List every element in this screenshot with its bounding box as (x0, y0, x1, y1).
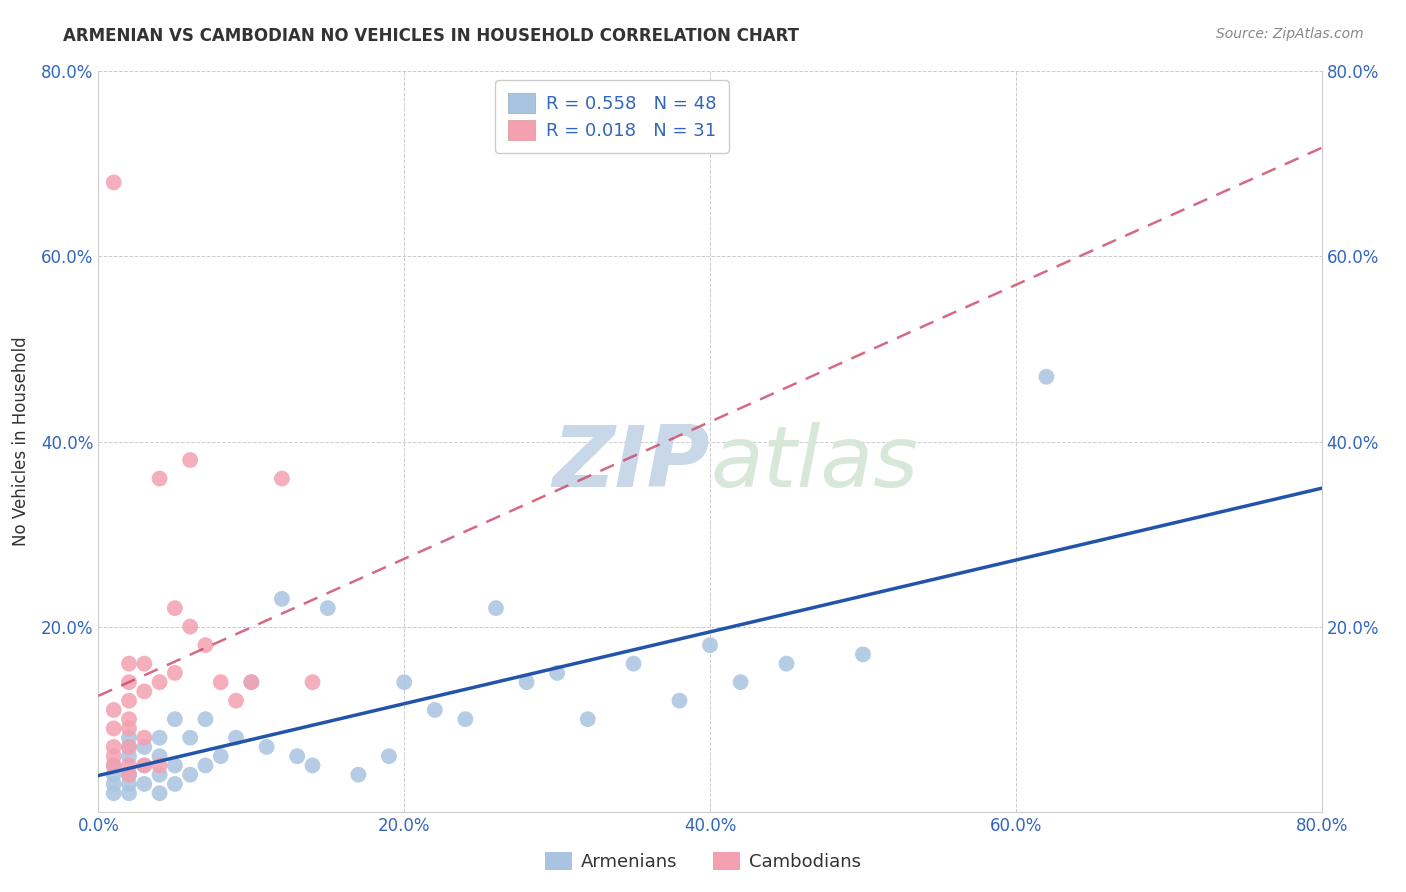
Point (576, 712, 599, 726)
Point (163, 777, 186, 791)
Point (118, 722, 141, 736)
Point (668, 694, 690, 708)
Point (270, 472, 292, 486)
Point (103, 786, 125, 800)
Point (134, 777, 156, 791)
Point (134, 731, 156, 745)
Point (118, 694, 141, 708)
Text: ARMENIAN VS CAMBODIAN NO VEHICLES IN HOUSEHOLD CORRELATION CHART: ARMENIAN VS CAMBODIAN NO VEHICLES IN HOU… (63, 27, 799, 45)
Point (149, 675, 172, 690)
Point (103, 175, 125, 190)
Y-axis label: No Vehicles in Household: No Vehicles in Household (11, 336, 30, 547)
Point (103, 749, 125, 764)
Point (270, 591, 292, 606)
Point (103, 758, 125, 772)
Point (149, 758, 172, 772)
Point (423, 703, 446, 717)
Point (149, 786, 172, 800)
Point (194, 712, 217, 726)
Point (118, 749, 141, 764)
Point (103, 767, 125, 781)
Point (163, 665, 186, 680)
Point (516, 675, 538, 690)
Point (194, 758, 217, 772)
Point (118, 777, 141, 791)
Point (103, 722, 125, 736)
Point (118, 731, 141, 745)
Point (179, 453, 201, 467)
Point (699, 638, 721, 652)
Point (118, 739, 141, 754)
Point (149, 749, 172, 764)
Point (546, 665, 568, 680)
Point (118, 767, 141, 781)
Point (103, 758, 125, 772)
Point (118, 758, 141, 772)
Point (134, 739, 156, 754)
Point (118, 712, 141, 726)
Point (118, 739, 141, 754)
Legend: R = 0.558   N = 48, R = 0.018   N = 31: R = 0.558 N = 48, R = 0.018 N = 31 (495, 80, 730, 153)
Point (179, 731, 201, 745)
Point (179, 619, 201, 633)
Point (316, 601, 339, 615)
Point (163, 758, 186, 772)
Point (285, 749, 308, 764)
Point (225, 694, 247, 708)
Point (194, 638, 217, 652)
Point (485, 601, 508, 615)
Point (209, 749, 232, 764)
Point (118, 786, 141, 800)
Text: ZIP: ZIP (553, 422, 710, 505)
Point (240, 675, 263, 690)
Point (179, 767, 201, 781)
Point (149, 472, 172, 486)
Point (454, 712, 477, 726)
Point (118, 767, 141, 781)
Point (240, 675, 263, 690)
Text: atlas: atlas (710, 422, 918, 505)
Point (103, 703, 125, 717)
Point (256, 739, 278, 754)
Point (392, 675, 416, 690)
Point (347, 767, 370, 781)
Point (134, 758, 156, 772)
Point (730, 675, 752, 690)
Point (103, 777, 125, 791)
Point (118, 675, 141, 690)
Point (209, 675, 232, 690)
Point (134, 684, 156, 698)
Point (1035, 369, 1057, 384)
Point (134, 657, 156, 671)
Point (775, 657, 797, 671)
Point (149, 767, 172, 781)
Point (149, 731, 172, 745)
Point (134, 758, 156, 772)
Point (163, 601, 186, 615)
Point (163, 712, 186, 726)
Point (301, 675, 323, 690)
Point (118, 657, 141, 671)
Point (378, 749, 401, 764)
Point (852, 648, 875, 662)
Legend: Armenians, Cambodians: Armenians, Cambodians (537, 845, 869, 879)
Point (623, 657, 645, 671)
Point (225, 731, 247, 745)
Point (103, 739, 125, 754)
Text: Source: ZipAtlas.com: Source: ZipAtlas.com (1216, 27, 1364, 41)
Point (301, 758, 323, 772)
